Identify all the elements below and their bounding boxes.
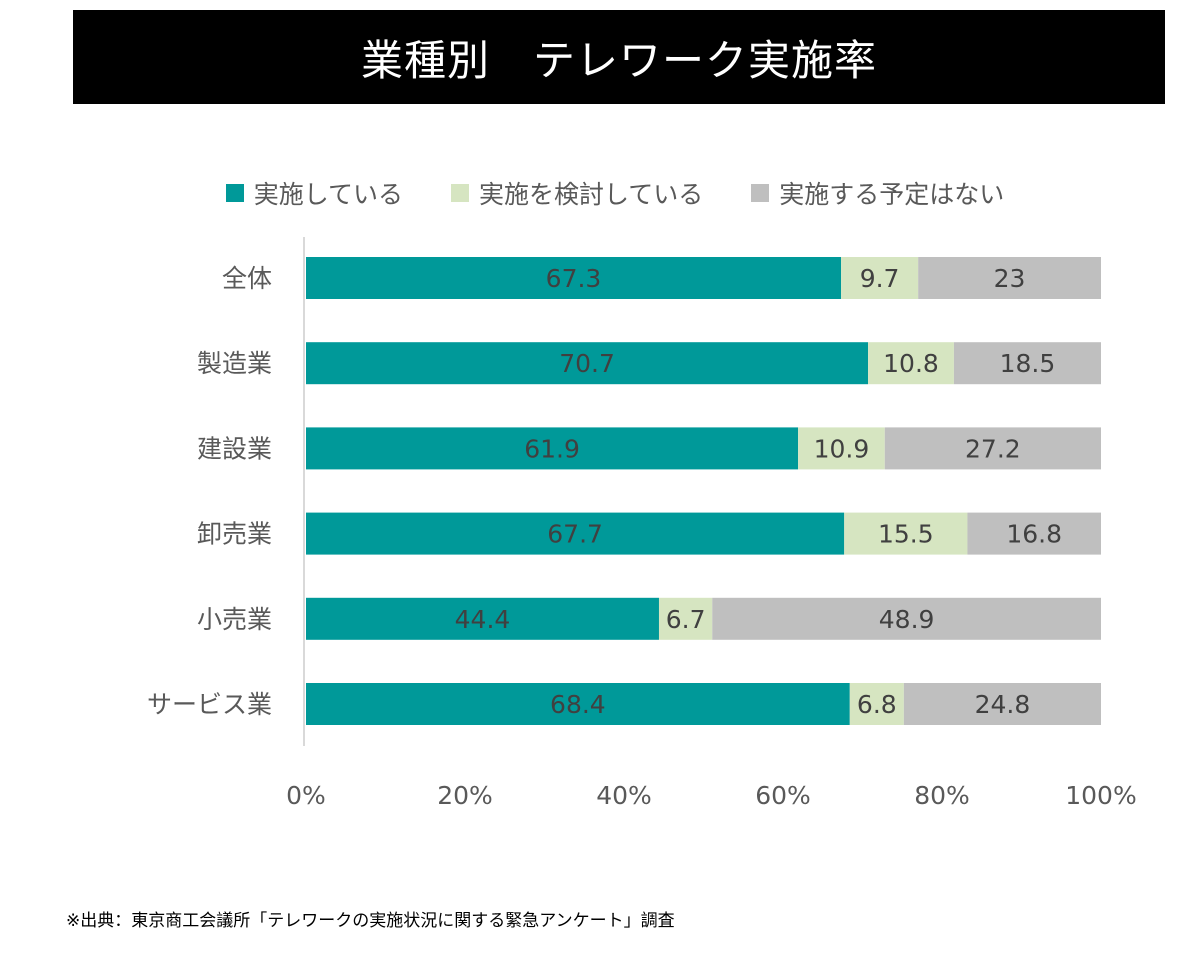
bar-segment [306, 597, 659, 640]
data-label: 70.7 [559, 349, 615, 378]
x-tick-label: 60% [755, 781, 811, 810]
data-label: 68.4 [550, 690, 606, 719]
legend-swatch [450, 184, 469, 202]
data-label: 67.3 [546, 264, 602, 293]
legend-label: 実施を検討している [478, 180, 704, 209]
legend-label: 実施する予定はない [779, 180, 1005, 209]
x-tick-label: 20% [437, 781, 493, 810]
bar-segment [798, 427, 885, 470]
data-label: 61.9 [524, 434, 580, 463]
data-label: 27.2 [965, 434, 1021, 463]
legend-item: 実施を検討している [450, 175, 704, 211]
data-label: 48.9 [879, 605, 935, 634]
bar-segment [306, 512, 845, 555]
bar-segment [712, 597, 1101, 640]
legend-label: 実施している [253, 180, 403, 209]
data-label: 10.8 [883, 349, 939, 378]
category-label: サービス業 [147, 690, 272, 719]
bar-segment [306, 257, 842, 299]
data-label: 24.8 [975, 690, 1031, 719]
category-label: 小売業 [197, 605, 272, 634]
data-label: 6.8 [857, 690, 897, 719]
data-label: 67.7 [547, 520, 603, 549]
data-label: 44.4 [455, 605, 511, 634]
bar-segment [306, 427, 799, 470]
category-label: 全体 [222, 264, 272, 293]
legend-swatch [225, 184, 244, 202]
data-label: 6.7 [666, 605, 706, 634]
bar-segment [884, 427, 1101, 470]
bar-segment [849, 683, 904, 725]
x-tick-label: 80% [914, 781, 970, 810]
legend-item: 実施している [225, 175, 403, 211]
bar-segment [306, 683, 850, 725]
bar-segment [967, 512, 1101, 555]
x-tick-label: 0% [286, 781, 326, 810]
data-label: 18.5 [1000, 349, 1056, 378]
bar-segment [868, 342, 954, 385]
data-label: 10.9 [814, 434, 870, 463]
category-label: 建設業 [197, 434, 272, 463]
category-label: 卸売業 [197, 520, 272, 549]
x-tick-label: 40% [596, 781, 652, 810]
bar-segment [841, 257, 919, 299]
bar-segment [953, 342, 1101, 385]
legend-swatch [751, 184, 770, 202]
data-label: 16.8 [1006, 520, 1062, 549]
bar-segment [306, 342, 869, 385]
x-tick-label: 100% [1065, 781, 1136, 810]
data-label: 15.5 [878, 520, 934, 549]
bar-segment [903, 683, 1101, 725]
footnote: ※出典：東京商工会議所「テレワークの実施状況に関する緊急アンケート」調査 [66, 911, 675, 931]
bar-segment [658, 597, 713, 640]
bar-segment [918, 257, 1101, 299]
category-label: 製造業 [197, 349, 272, 378]
chart-title: 業種別 テレワーク実施率 [73, 10, 1165, 104]
legend: 実施している 実施を検討している 実施する予定はない [0, 175, 1200, 211]
bar-segment [844, 512, 968, 555]
legend-item: 実施する予定はない [751, 175, 1004, 211]
data-label: 23 [994, 264, 1026, 293]
data-label: 9.7 [860, 264, 900, 293]
